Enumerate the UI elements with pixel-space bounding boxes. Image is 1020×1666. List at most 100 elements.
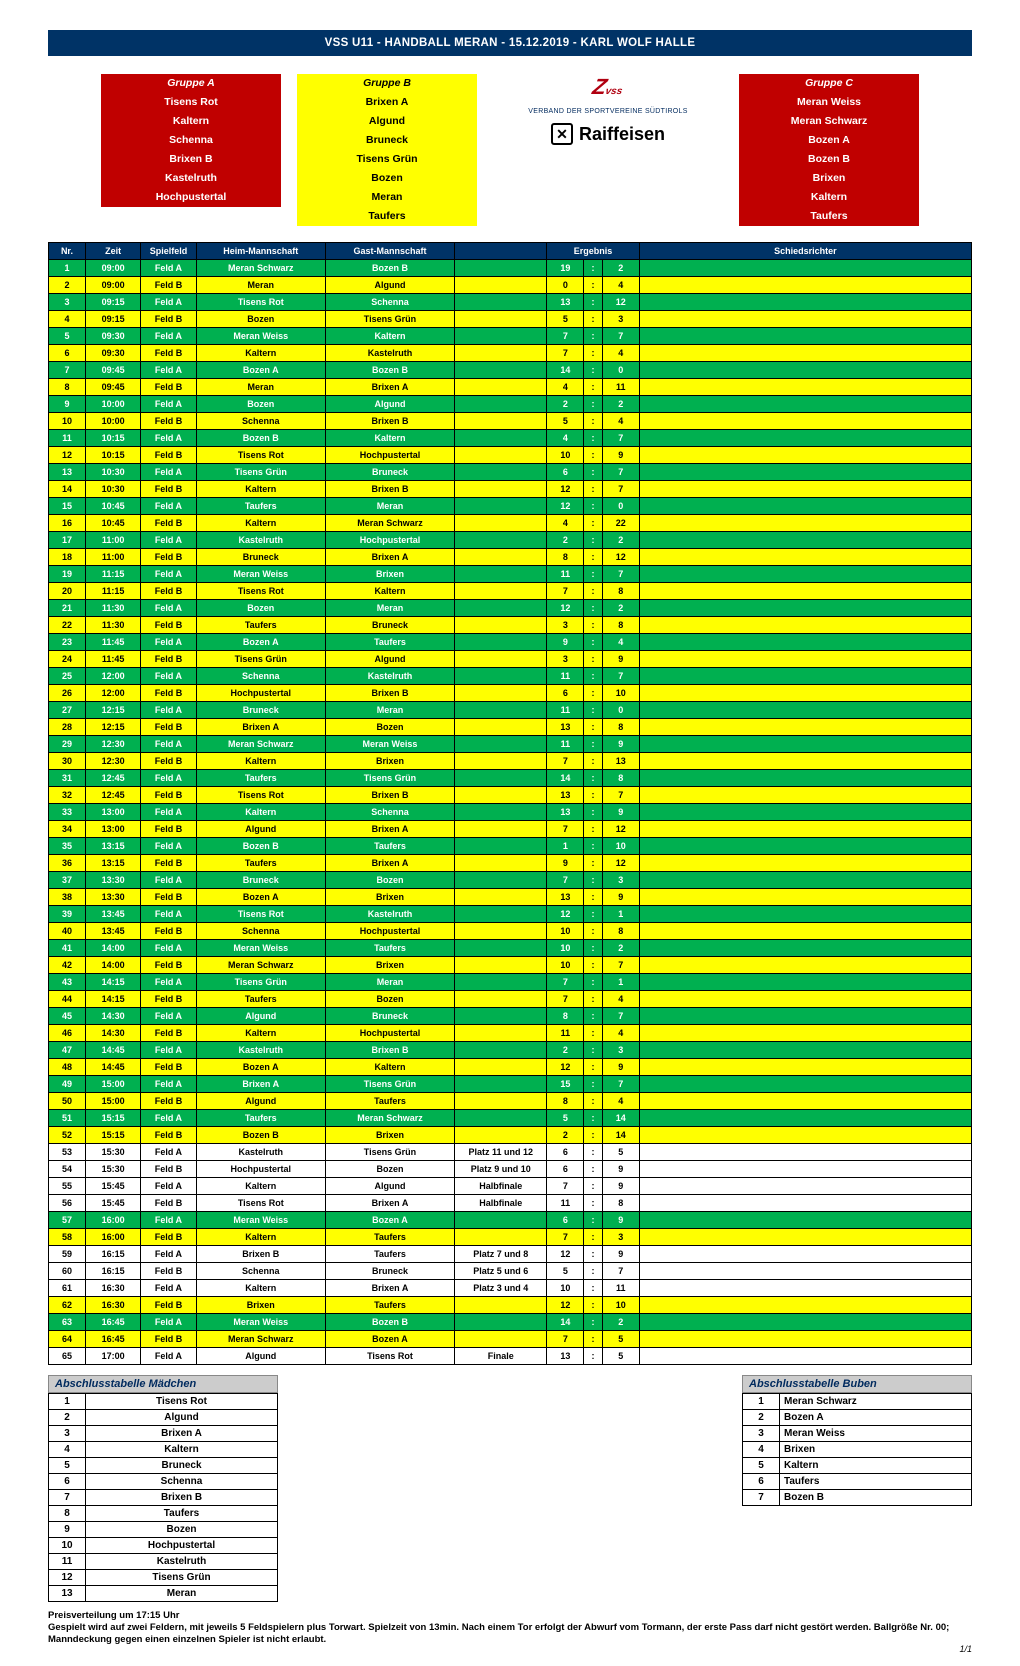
grpC-title: Gruppe C (739, 74, 919, 93)
sched-score-away: 4 (602, 345, 639, 362)
sched-score-away: 1 (602, 974, 639, 991)
sched-gast: Schenna (325, 294, 454, 311)
sched-gast: Brixen (325, 957, 454, 974)
final-team: Bozen (86, 1522, 278, 1538)
sched-score-away: 10 (602, 1297, 639, 1314)
sched-feld: Feld B (141, 889, 196, 906)
sched-heim: Taufers (196, 855, 325, 872)
final-team: Bozen B (780, 1490, 972, 1506)
sched-note (455, 345, 547, 362)
final-team: Tisens Grün (86, 1570, 278, 1586)
sched-heim: Schenna (196, 923, 325, 940)
sched-ref (639, 1025, 971, 1042)
sched-gast: Meran (325, 498, 454, 515)
sched-feld: Feld A (141, 328, 196, 345)
sched-feld: Feld B (141, 1059, 196, 1076)
sched-zeit: 13:30 (85, 872, 140, 889)
sched-feld: Feld A (141, 464, 196, 481)
grpC-team: Meran Weiss (739, 93, 919, 112)
schedule-row: 4915:00Feld ABrixen ATisens Grün15:7 (49, 1076, 972, 1093)
final-row: 4Brixen (743, 1442, 972, 1458)
page-title: VSS U11 - HANDBALL MERAN - 15.12.2019 - … (48, 30, 972, 56)
sched-zeit: 15:45 (85, 1195, 140, 1212)
schedule-row: 2311:45Feld ABozen ATaufers9:4 (49, 634, 972, 651)
sched-nr: 7 (49, 362, 86, 379)
sched-nr: 50 (49, 1093, 86, 1110)
sched-gast: Taufers (325, 634, 454, 651)
sched-score-home: 7 (547, 1229, 584, 1246)
sched-feld: Feld B (141, 481, 196, 498)
sched-note (455, 566, 547, 583)
grpA-team: Kaltern (101, 112, 281, 131)
sched-heim: Tisens Rot (196, 583, 325, 600)
sched-ref (639, 294, 971, 311)
sched-score-sep: : (584, 345, 602, 362)
sched-ref (639, 634, 971, 651)
sched-score-sep: : (584, 328, 602, 345)
sched-note: Platz 5 und 6 (455, 1263, 547, 1280)
grpC-team: Taufers (739, 207, 919, 226)
sched-note (455, 260, 547, 277)
sched-ref (639, 821, 971, 838)
sched-score-home: 12 (547, 498, 584, 515)
sched-zeit: 12:45 (85, 770, 140, 787)
final-row: 12Tisens Grün (49, 1570, 278, 1586)
sched-gast: Tisens Rot (325, 1348, 454, 1365)
sched-score-away: 0 (602, 702, 639, 719)
sched-score-home: 7 (547, 872, 584, 889)
grpA-team: Schenna (101, 131, 281, 150)
sched-nr: 57 (49, 1212, 86, 1229)
sched-score-home: 12 (547, 600, 584, 617)
grpA-team: Hochpustertal (101, 188, 281, 207)
sched-score-home: 6 (547, 1212, 584, 1229)
sched-score-home: 2 (547, 1127, 584, 1144)
final-rank: 10 (49, 1538, 86, 1554)
sched-score-away: 8 (602, 617, 639, 634)
sched-heim: Brixen A (196, 1076, 325, 1093)
sched-zeit: 09:00 (85, 277, 140, 294)
sched-score-away: 9 (602, 651, 639, 668)
sched-score-sep: : (584, 617, 602, 634)
sched-ref (639, 481, 971, 498)
col-ref: Schiedsrichter (639, 243, 971, 260)
sched-feld: Feld B (141, 549, 196, 566)
schedule-row: 910:00Feld ABozenAlgund2:2 (49, 396, 972, 413)
sched-note (455, 770, 547, 787)
sched-feld: Feld B (141, 413, 196, 430)
sched-score-home: 4 (547, 379, 584, 396)
sched-gast: Brixen (325, 753, 454, 770)
sched-note (455, 889, 547, 906)
sched-note (455, 1025, 547, 1042)
sched-zeit: 11:30 (85, 617, 140, 634)
sched-gast: Brixen (325, 1127, 454, 1144)
sched-score-home: 19 (547, 260, 584, 277)
sched-feld: Feld B (141, 1331, 196, 1348)
sched-note (455, 974, 547, 991)
sched-score-home: 12 (547, 1297, 584, 1314)
sched-score-sep: : (584, 1161, 602, 1178)
sched-heim: Bozen (196, 396, 325, 413)
sched-feld: Feld B (141, 685, 196, 702)
sched-heim: Schenna (196, 413, 325, 430)
sched-zeit: 15:00 (85, 1093, 140, 1110)
col-zeit: Zeit (85, 243, 140, 260)
sched-nr: 61 (49, 1280, 86, 1297)
final-team: Meran (86, 1586, 278, 1602)
sched-nr: 65 (49, 1348, 86, 1365)
sched-zeit: 13:45 (85, 923, 140, 940)
sched-feld: Feld A (141, 736, 196, 753)
sched-gast: Brixen A (325, 549, 454, 566)
sched-score-away: 7 (602, 464, 639, 481)
sched-nr: 51 (49, 1110, 86, 1127)
final-row: 3Brixen A (49, 1426, 278, 1442)
final-team: Meran Weiss (780, 1426, 972, 1442)
sched-note (455, 855, 547, 872)
sched-zeit: 10:30 (85, 481, 140, 498)
sched-note (455, 1314, 547, 1331)
sched-score-sep: : (584, 974, 602, 991)
sched-ref (639, 617, 971, 634)
schedule-row: 6316:45Feld AMeran WeissBozen B14:2 (49, 1314, 972, 1331)
sched-ref (639, 1042, 971, 1059)
sched-nr: 14 (49, 481, 86, 498)
sched-nr: 53 (49, 1144, 86, 1161)
